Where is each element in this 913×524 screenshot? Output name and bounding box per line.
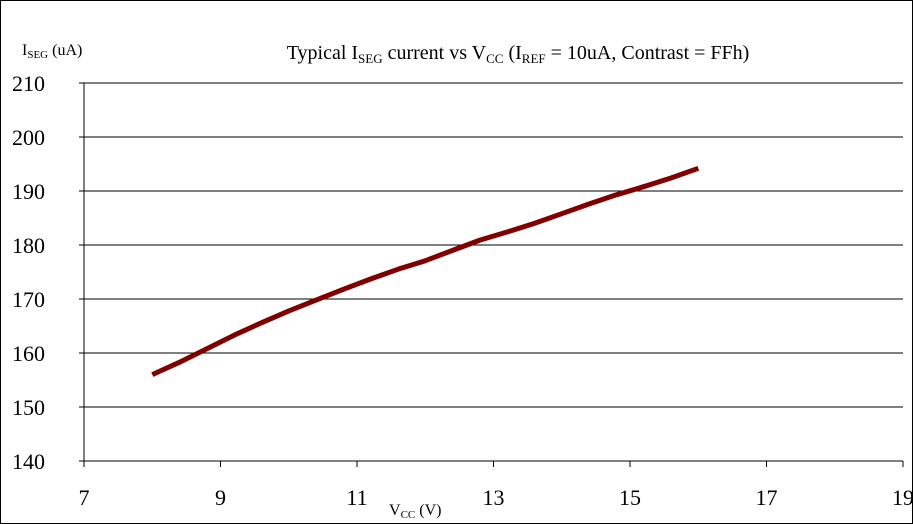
series-line-0	[151, 165, 700, 377]
y-tick-label-180: 180	[12, 233, 45, 258]
y-axis-label: ISEG (uA)	[22, 42, 82, 61]
chart-title: Typical ISEG current vs VCC (IREF = 10uA…	[287, 42, 750, 66]
y-tick-label-210: 210	[12, 71, 45, 96]
x-tick-label-9: 9	[215, 485, 226, 510]
y-tick-label-160: 160	[12, 341, 45, 366]
y-tick-label-150: 150	[12, 395, 45, 420]
y-tick-label-200: 200	[12, 125, 45, 150]
x-tick-label-17: 17	[756, 485, 778, 510]
x-tick-label-19: 19	[892, 485, 913, 510]
x-tick-label-13: 13	[483, 485, 505, 510]
axes	[79, 82, 904, 467]
series-lines	[151, 165, 700, 377]
x-tick-label-7: 7	[79, 485, 90, 510]
y-tick-label-190: 190	[12, 179, 45, 204]
x-tick-labels: 7 9 11 13 15 17 19	[79, 485, 913, 510]
x-tick-label-15: 15	[619, 485, 641, 510]
y-tick-label-170: 170	[12, 287, 45, 312]
gridlines	[84, 82, 903, 408]
x-tick-label-11: 11	[346, 485, 367, 510]
y-tick-label-140: 140	[12, 449, 45, 474]
x-axis-label: VCC (V)	[389, 502, 441, 521]
y-tick-labels: 140 150 160 170 180 190 200 210	[12, 71, 45, 474]
